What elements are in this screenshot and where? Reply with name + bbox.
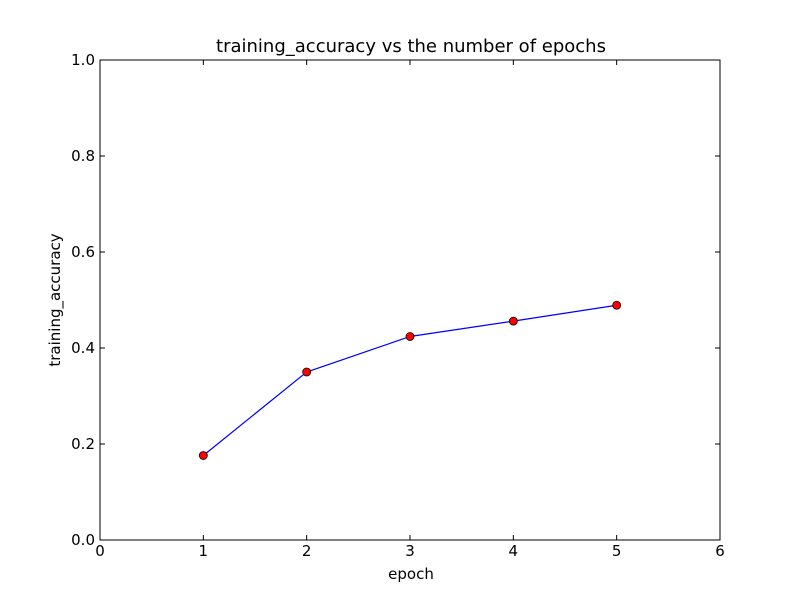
x-axis-label: epoch (388, 565, 434, 583)
x-tick-label: 1 (199, 542, 209, 560)
data-point (508, 316, 518, 326)
y-tick-label: 0.4 (71, 339, 95, 357)
data-point (405, 332, 415, 341)
y-tick-label: 0.0 (71, 531, 95, 549)
plot-frame (99, 59, 721, 541)
y-axis-label: training_accuracy (46, 233, 65, 366)
y-tick-label: 0.6 (71, 243, 95, 261)
x-tick-label: 2 (302, 542, 312, 560)
x-tick-label: 4 (509, 542, 519, 560)
x-tick-label: 6 (715, 542, 725, 560)
chart-title: training_accuracy vs the number of epoch… (216, 36, 606, 57)
plot-area: 0 1 2 3 4 5 6 0.0 0.2 0.4 0.6 0.8 1.0 (71, 51, 725, 560)
data-point (302, 367, 312, 377)
x-tick-label: 3 (405, 542, 415, 560)
data-point (198, 451, 208, 460)
x-tick-label: 0 (95, 542, 105, 560)
data-point (612, 300, 622, 310)
series-line (202, 304, 617, 456)
y-tick-label: 1.0 (71, 51, 95, 69)
x-tick-label: 5 (612, 542, 622, 560)
y-tick-label: 0.8 (71, 147, 95, 165)
y-tick-label: 0.2 (71, 435, 95, 453)
